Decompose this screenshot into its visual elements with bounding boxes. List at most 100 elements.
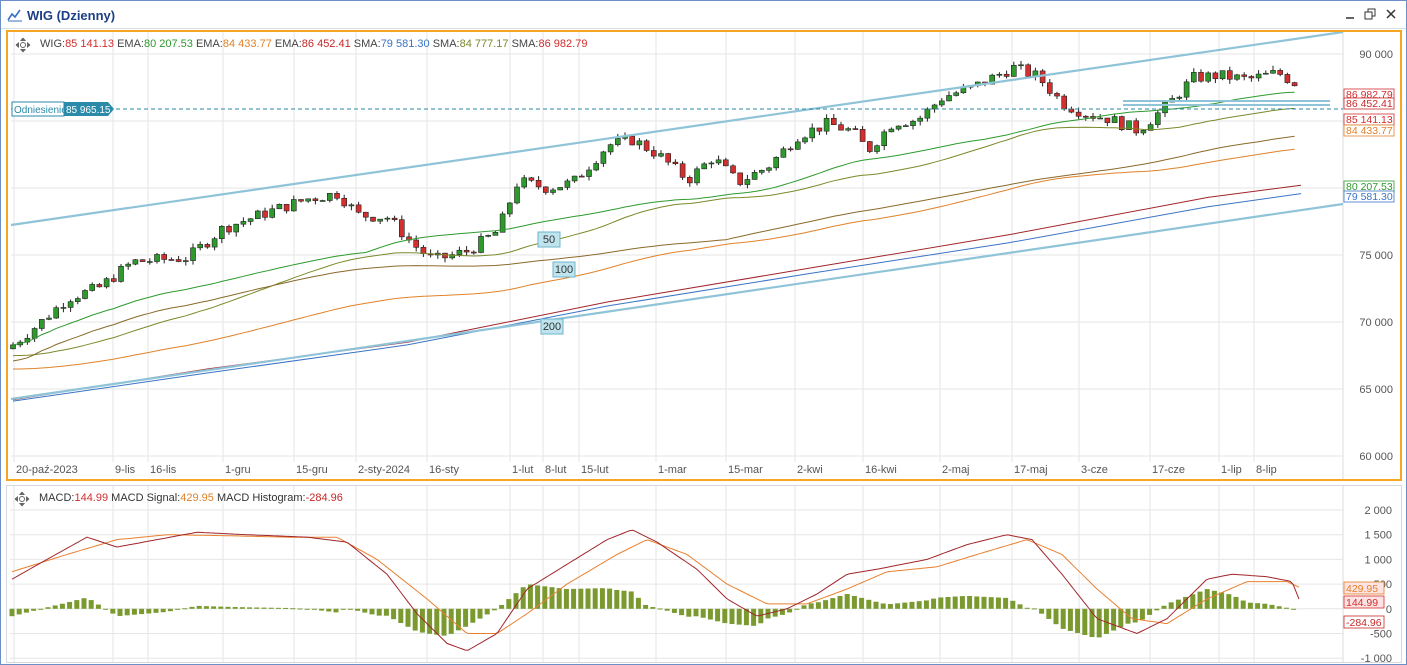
candle-body (103, 278, 110, 288)
histogram-bar (671, 608, 677, 613)
candle-body (1025, 64, 1032, 77)
x-tick-label: 8-lip (1256, 464, 1277, 476)
legend-value: 86 982.79 (538, 38, 588, 50)
histogram-bar (1147, 608, 1153, 615)
histogram-bar (463, 608, 469, 627)
y-tick-label: 70 000 (1359, 317, 1393, 329)
histogram-bar (196, 605, 202, 609)
close-icon[interactable] (1384, 7, 1398, 21)
candle-body (924, 108, 931, 119)
candle-body (557, 187, 564, 191)
histogram-bar (664, 608, 670, 611)
candle-body (989, 74, 996, 85)
candle-body (1191, 72, 1197, 83)
histogram-bar (1219, 592, 1225, 609)
x-tick-label: 15-mar (728, 464, 763, 476)
candle-body (996, 73, 1003, 76)
candle-body (1104, 117, 1111, 123)
candle-body (240, 221, 247, 225)
candle-body (1097, 117, 1103, 120)
histogram-bar (729, 608, 735, 625)
macd-legend: MACD:144.99 MACD Signal:429.95 MACD Hist… (39, 492, 343, 504)
candle-body (866, 141, 873, 152)
candle-body (147, 261, 153, 263)
histogram-bar (851, 595, 857, 609)
move-icon[interactable] (15, 37, 31, 53)
restore-icon[interactable] (1363, 7, 1377, 21)
candle-body (478, 236, 484, 253)
candle-body (658, 153, 664, 157)
candle-body (326, 193, 333, 201)
x-tick-label: 15-lut (581, 464, 609, 476)
histogram-bar (1103, 608, 1109, 634)
candle-body (1147, 124, 1154, 131)
histogram-bar (1291, 608, 1297, 610)
candles (10, 61, 1298, 350)
legend-label: SMA: (353, 38, 381, 50)
candle-body (1227, 70, 1233, 80)
histogram-bar (484, 608, 490, 615)
candle-body (269, 208, 276, 218)
title-bar[interactable]: WIG (Dzienny) (1, 1, 1406, 29)
candle-body (535, 180, 542, 188)
candle-body (53, 307, 60, 319)
candle-body (629, 135, 636, 146)
histogram-bar (275, 607, 281, 609)
x-tick-label: 2-sty-2024 (358, 464, 410, 476)
candle-body (650, 150, 657, 157)
candle-body (744, 179, 751, 185)
candle-body (442, 252, 448, 259)
candle-body (276, 204, 283, 210)
candle-body (312, 198, 319, 201)
histogram-bar (743, 608, 749, 626)
candle-body (751, 172, 758, 180)
histogram-bar (527, 584, 533, 609)
candle-body (463, 249, 470, 253)
histogram-bar (1197, 591, 1203, 609)
price-value-label: 84 433.77 (1346, 125, 1393, 137)
candle-body (600, 151, 607, 164)
minimize-icon[interactable] (1343, 7, 1357, 21)
price-value-label: 79 581.30 (1346, 191, 1393, 203)
histogram-bar (873, 601, 879, 609)
move-icon[interactable] (14, 491, 30, 507)
histogram-bar (1226, 594, 1232, 609)
candle-body (262, 210, 268, 218)
sma-100-line (12, 135, 1295, 362)
candle-body (852, 128, 859, 130)
histogram-bar (952, 596, 958, 609)
candle-body (355, 204, 362, 213)
histogram-bar (981, 596, 987, 609)
x-tick-label: 17-cze (1152, 464, 1185, 476)
macd-value-label: 429.95 (1346, 583, 1378, 595)
x-tick-label: 1-lip (1221, 464, 1242, 476)
histogram-bar (239, 607, 245, 609)
candle-body (75, 298, 81, 302)
histogram-bar (1240, 600, 1246, 609)
ema-50-line (12, 107, 1295, 357)
histogram-bar (707, 608, 713, 620)
histogram-bar (455, 608, 461, 631)
legend-label: SMA: (511, 38, 539, 50)
histogram-bar (614, 589, 620, 609)
x-tick-label: 1-mar (658, 464, 687, 476)
candle-body (780, 148, 787, 158)
period-label: 200 (543, 321, 561, 333)
candle-body (1083, 115, 1089, 118)
candle-body (485, 235, 492, 237)
histogram-bar (513, 593, 519, 609)
histogram-bar (1190, 594, 1196, 609)
histogram-bar (1089, 608, 1095, 638)
histogram-bar (1247, 602, 1253, 609)
histogram-bar (628, 591, 634, 609)
histogram-bar (657, 608, 663, 610)
histogram-bar (815, 602, 821, 609)
candle-body (1198, 72, 1204, 82)
histogram-bar (945, 597, 951, 609)
period-label: 100 (555, 264, 573, 276)
